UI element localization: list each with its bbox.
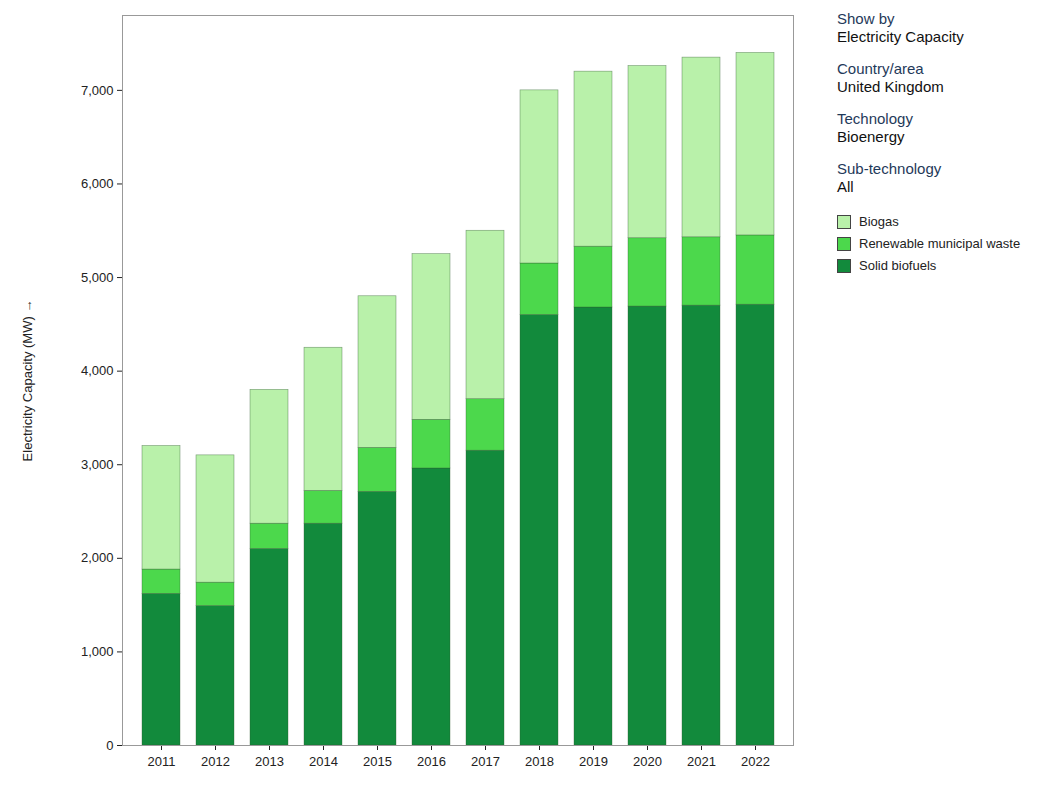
svg-text:2013: 2013	[255, 754, 284, 769]
svg-text:Electricity Capacity (MW) →: Electricity Capacity (MW) →	[20, 300, 35, 462]
html-text:Technology: Technology	[837, 110, 913, 127]
html-text:Solid biofuels: Solid biofuels	[859, 258, 937, 273]
svg-text:2017: 2017	[471, 754, 500, 769]
svg-text:2018: 2018	[525, 754, 554, 769]
html-text:Biogas: Biogas	[859, 214, 899, 229]
html-text:United Kingdom: United Kingdom	[837, 78, 944, 95]
svg-text:2012: 2012	[201, 754, 230, 769]
svg-text:2022: 2022	[741, 754, 770, 769]
svg-text:2014: 2014	[309, 754, 338, 769]
html-text:Electricity Capacity: Electricity Capacity	[837, 28, 964, 45]
html-text:Sub-technology: Sub-technology	[837, 160, 942, 177]
svg-text:4,000: 4,000	[81, 363, 114, 378]
svg-text:2020: 2020	[633, 754, 662, 769]
svg-text:3,000: 3,000	[81, 457, 114, 472]
html-text:Renewable municipal waste: Renewable municipal waste	[859, 236, 1021, 251]
svg-text:2016: 2016	[417, 754, 446, 769]
svg-text:2015: 2015	[363, 754, 392, 769]
html-text:All: All	[837, 178, 854, 195]
svg-text:5,000: 5,000	[81, 270, 114, 285]
svg-text:7,000: 7,000	[81, 83, 114, 98]
html-text:Show by: Show by	[837, 10, 895, 27]
svg-text:2019: 2019	[579, 754, 608, 769]
svg-text:1,000: 1,000	[81, 644, 114, 659]
svg-text:2,000: 2,000	[81, 550, 114, 565]
html-text:Bioenergy: Bioenergy	[837, 128, 905, 145]
html-text:Country/area: Country/area	[837, 60, 924, 77]
svg-text:0: 0	[106, 738, 113, 753]
svg-text:2021: 2021	[687, 754, 716, 769]
svg-text:2011: 2011	[148, 754, 176, 769]
svg-text:6,000: 6,000	[81, 176, 114, 191]
